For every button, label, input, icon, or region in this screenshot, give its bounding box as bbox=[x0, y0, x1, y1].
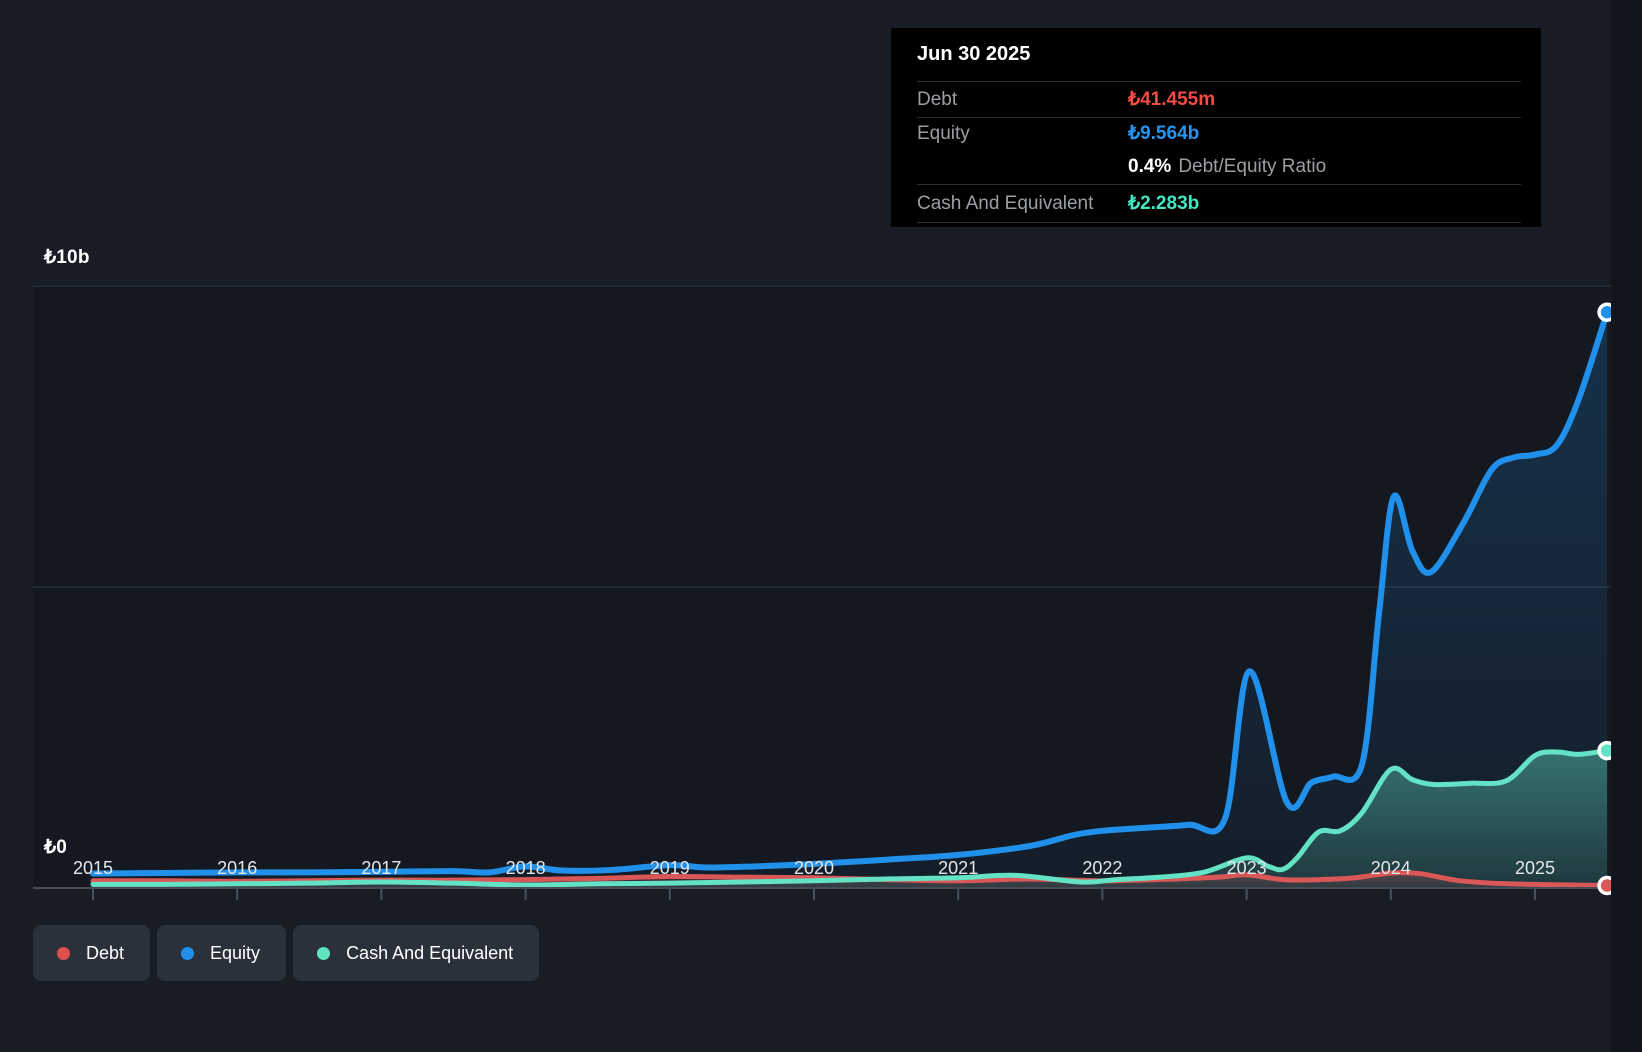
x-axis-label-2020: 2020 bbox=[793, 858, 835, 878]
tooltip-cash-label: Cash And Equivalent bbox=[917, 192, 1094, 214]
x-axis-label-2016: 2016 bbox=[217, 858, 258, 878]
y-axis-label-10b: ₺10b bbox=[44, 247, 90, 268]
legend-item-equity[interactable]: Equity bbox=[157, 925, 287, 981]
tooltip-ratio-value: 0.4% bbox=[1128, 155, 1172, 177]
debt-dot-icon bbox=[57, 946, 70, 960]
cash-and-equivalent-area bbox=[93, 750, 1608, 888]
cash-and-equivalent-line bbox=[90, 748, 1610, 888]
tooltip-debt-value: ₺41.455m bbox=[1128, 89, 1216, 110]
tooltip: Jun 30 2025 Debt ₺41.455m Equity ₺9.564b… bbox=[891, 28, 1541, 227]
x-axis-label-2023: 2023 bbox=[1226, 858, 1267, 878]
legend-debt-label: Debt bbox=[86, 942, 125, 963]
tooltip-equity-value: ₺9.564b bbox=[1128, 123, 1200, 144]
equity-dot-icon bbox=[181, 946, 195, 960]
legend-item-cash[interactable]: Cash And Equivalent bbox=[293, 925, 540, 981]
x-axis-label-2022: 2022 bbox=[1082, 858, 1123, 878]
tooltip-cash-value: ₺2.283b bbox=[1128, 193, 1200, 214]
x-axis-label-2024: 2024 bbox=[1370, 858, 1411, 878]
x-axis-label-2018: 2018 bbox=[505, 858, 546, 878]
x-axis-label-2025: 2025 bbox=[1514, 858, 1556, 878]
x-axis-label-2015: 2015 bbox=[72, 858, 114, 878]
tooltip-ratio-label: Debt/Equity Ratio bbox=[1178, 155, 1327, 177]
plot-right-margin bbox=[1611, 0, 1642, 1052]
x-axis-label-2019: 2019 bbox=[649, 858, 690, 878]
x-axis-label-2021: 2021 bbox=[938, 858, 979, 878]
cash-dot-icon bbox=[317, 946, 331, 960]
legend: Debt Equity Cash And Equivalent bbox=[33, 925, 540, 981]
legend-item-debt[interactable]: Debt bbox=[33, 925, 151, 981]
tooltip-debt-label: Debt bbox=[917, 88, 958, 110]
equity-line bbox=[90, 309, 1611, 877]
legend-equity-label: Equity bbox=[210, 942, 261, 963]
y-axis-label-0: ₺0 bbox=[44, 837, 68, 858]
legend-cash-label: Cash And Equivalent bbox=[346, 942, 514, 963]
tooltip-equity-label: Equity bbox=[917, 122, 970, 144]
x-axis-label-2017: 2017 bbox=[361, 858, 402, 878]
tooltip-date: Jun 30 2025 bbox=[917, 28, 1521, 82]
